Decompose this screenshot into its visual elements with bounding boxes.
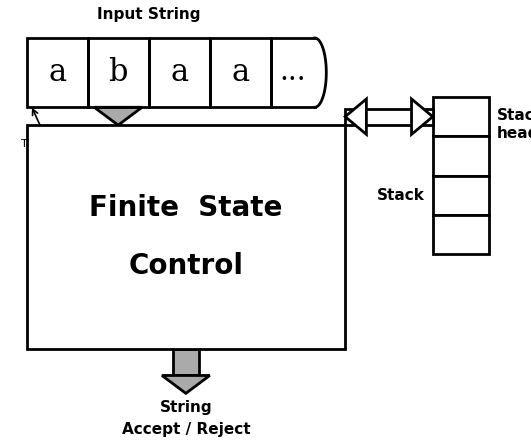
Text: Input String: Input String xyxy=(97,7,200,22)
Bar xyxy=(433,136,489,176)
Bar xyxy=(433,176,489,215)
Bar xyxy=(88,38,149,107)
Text: Stack
head: Stack head xyxy=(496,108,531,141)
Polygon shape xyxy=(173,349,199,375)
Polygon shape xyxy=(345,99,366,135)
Text: Control: Control xyxy=(129,252,243,280)
Text: Finite  State: Finite State xyxy=(89,194,282,222)
Bar xyxy=(210,38,271,107)
Text: Accept / Reject: Accept / Reject xyxy=(122,422,250,438)
Polygon shape xyxy=(412,99,433,135)
Text: a: a xyxy=(48,57,66,88)
Bar xyxy=(433,97,489,136)
Polygon shape xyxy=(345,109,433,125)
Polygon shape xyxy=(162,375,210,393)
Text: a: a xyxy=(170,57,189,88)
Polygon shape xyxy=(95,107,142,125)
Text: Stack: Stack xyxy=(377,188,425,203)
Text: Tape  Head: Tape Head xyxy=(21,139,83,148)
Text: ...: ... xyxy=(279,59,306,86)
Bar xyxy=(433,215,489,254)
Bar xyxy=(27,125,345,349)
Text: a: a xyxy=(231,57,250,88)
Text: b: b xyxy=(108,57,128,88)
Bar xyxy=(149,38,210,107)
Text: String: String xyxy=(159,400,212,415)
Bar xyxy=(27,38,88,107)
